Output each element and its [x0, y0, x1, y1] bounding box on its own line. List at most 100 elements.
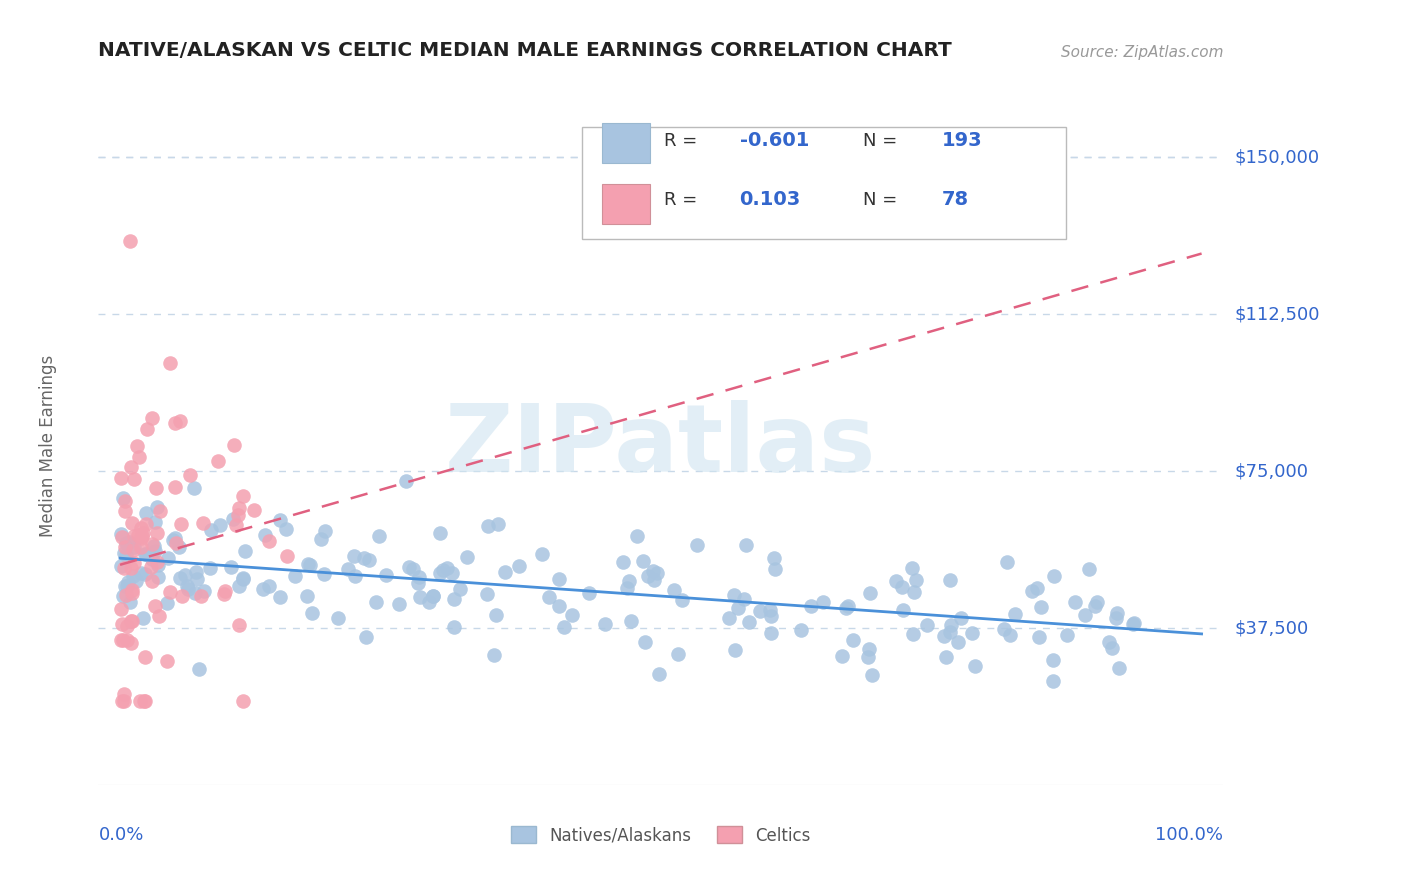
Point [548, 572, 571, 586]
Point [148, 609, 170, 624]
Point [193, 583, 215, 598]
Point [314, 567, 336, 582]
Point [163, 416, 186, 430]
Point [125, 439, 148, 453]
Point [759, 625, 782, 640]
Point [759, 608, 782, 623]
Point [409, 591, 432, 605]
Point [398, 560, 420, 574]
Point [1043, 568, 1066, 582]
Point [115, 580, 138, 594]
Point [214, 583, 236, 598]
Point [1108, 660, 1130, 674]
Point [1064, 594, 1087, 608]
Point [301, 606, 323, 620]
Point [314, 524, 336, 538]
Point [132, 610, 155, 624]
Point [183, 481, 205, 495]
Point [121, 516, 143, 530]
Point [112, 561, 135, 575]
Point [548, 599, 571, 613]
Point [145, 481, 167, 495]
Point [456, 550, 478, 565]
Point [134, 566, 156, 581]
Point [723, 588, 745, 602]
Point [486, 516, 509, 531]
Point [114, 493, 136, 508]
Point [132, 694, 155, 708]
Point [114, 536, 136, 550]
Point [253, 527, 276, 541]
Point [143, 544, 166, 558]
Point [112, 686, 135, 700]
Point [188, 662, 211, 676]
Point [939, 573, 962, 587]
Point [901, 561, 924, 575]
Point [429, 526, 451, 541]
Point [252, 582, 274, 597]
Point [111, 616, 134, 631]
Point [129, 566, 152, 580]
Point [269, 513, 291, 527]
Point [422, 589, 444, 603]
Point [1026, 582, 1049, 596]
FancyBboxPatch shape [602, 122, 650, 162]
Point [637, 569, 659, 583]
Point [138, 548, 160, 562]
Text: R =: R = [664, 191, 703, 209]
Point [800, 599, 823, 613]
Point [111, 694, 134, 708]
Point [141, 410, 163, 425]
Point [124, 529, 146, 543]
Point [1085, 595, 1108, 609]
Text: $150,000: $150,000 [1234, 148, 1320, 166]
Point [993, 622, 1015, 636]
Legend: Natives/Alaskans, Celtics: Natives/Alaskans, Celtics [505, 820, 817, 851]
Point [141, 552, 163, 566]
Point [225, 517, 247, 532]
Point [1084, 599, 1107, 613]
Point [191, 516, 214, 530]
Point [835, 601, 858, 615]
Point [337, 561, 360, 575]
Point [311, 532, 333, 546]
Point [228, 579, 250, 593]
Point [170, 589, 193, 603]
Point [135, 517, 157, 532]
Point [121, 542, 143, 557]
Point [121, 561, 143, 575]
Point [388, 597, 411, 611]
Point [145, 515, 167, 529]
Point [200, 523, 222, 537]
Point [1105, 611, 1128, 625]
Point [939, 617, 962, 632]
Point [112, 546, 135, 560]
Point [120, 635, 142, 649]
Point [418, 595, 440, 609]
Point [125, 574, 148, 588]
Point [114, 579, 136, 593]
Point [643, 564, 665, 578]
Point [1122, 617, 1144, 632]
Point [903, 584, 925, 599]
Point [115, 548, 138, 562]
Point [129, 540, 152, 554]
Point [858, 649, 880, 664]
Text: 193: 193 [942, 131, 983, 151]
Point [530, 547, 553, 561]
Point [110, 471, 132, 485]
Point [159, 585, 181, 599]
Point [128, 450, 150, 464]
Point [998, 627, 1021, 641]
Point [190, 589, 212, 603]
FancyBboxPatch shape [602, 184, 650, 224]
Point [120, 459, 142, 474]
Point [209, 517, 232, 532]
Point [174, 568, 197, 582]
Point [406, 576, 429, 591]
Point [1077, 562, 1099, 576]
Text: N =: N = [863, 191, 903, 209]
Point [276, 549, 298, 563]
Text: $112,500: $112,500 [1234, 305, 1320, 323]
Point [537, 590, 560, 604]
